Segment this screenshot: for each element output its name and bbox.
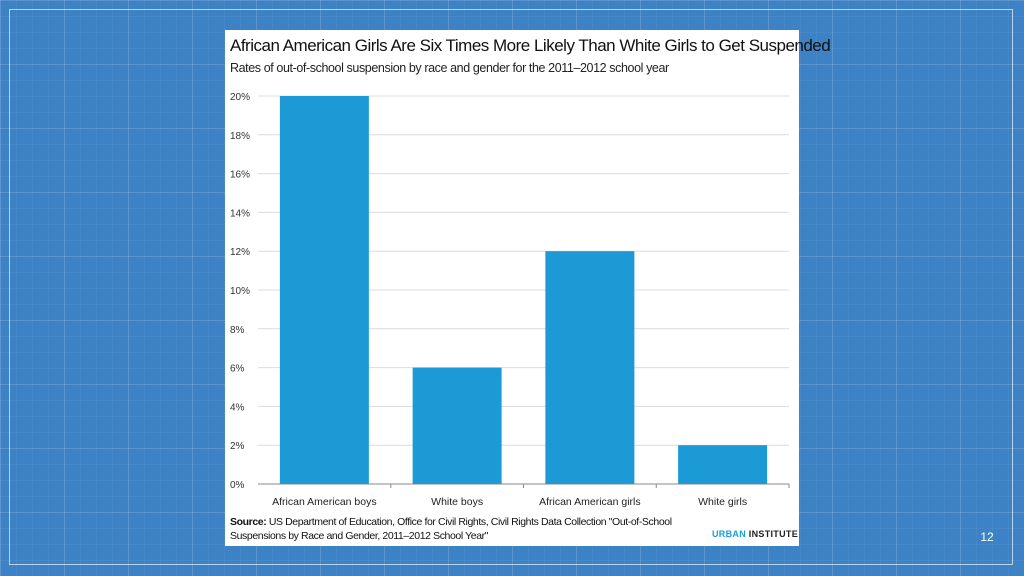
y-tick-label: 12% bbox=[230, 247, 250, 258]
y-tick-label: 2% bbox=[230, 441, 245, 452]
y-tick-label: 0% bbox=[230, 480, 245, 491]
y-tick-label: 14% bbox=[230, 208, 250, 219]
y-tick-label: 10% bbox=[230, 286, 250, 297]
bar-chart: 0% 2% 4% 6% 8% 10% 12% 14% 16% 18% 20% African Amer… bbox=[230, 92, 790, 508]
bar bbox=[545, 251, 635, 484]
source-note: Source: US Department of Education, Offi… bbox=[230, 515, 680, 543]
x-tick-label: White girls bbox=[698, 496, 747, 508]
y-tick-label: 4% bbox=[230, 402, 245, 413]
bar bbox=[412, 367, 502, 484]
x-tick-label: White boys bbox=[431, 496, 483, 508]
y-tick-label: 18% bbox=[230, 131, 250, 142]
y-tick-label: 6% bbox=[230, 364, 245, 375]
source-text: US Department of Education, Office for C… bbox=[230, 516, 672, 542]
chart-subtitle: Rates of out-of-school suspension by rac… bbox=[230, 61, 669, 75]
bar bbox=[279, 96, 369, 484]
logo-institute: INSTITUTE bbox=[746, 529, 798, 539]
chart-title: African American Girls Are Six Times Mor… bbox=[230, 36, 831, 55]
y-tick-label: 20% bbox=[230, 92, 250, 103]
logo-urban: URBAN bbox=[712, 529, 746, 539]
y-tick-label: 16% bbox=[230, 170, 250, 181]
bar bbox=[678, 445, 768, 484]
slide-frame bbox=[9, 9, 1013, 565]
source-label: Source: bbox=[230, 516, 267, 528]
y-tick-label: 8% bbox=[230, 325, 245, 336]
x-tick-label: African American girls bbox=[539, 496, 641, 508]
urban-institute-logo: URBAN INSTITUTE bbox=[712, 529, 798, 539]
page-number: 12 bbox=[980, 530, 994, 544]
x-tick-label: African American boys bbox=[272, 496, 376, 508]
chart-card: African American Girls Are Six Times Mor… bbox=[225, 30, 831, 546]
